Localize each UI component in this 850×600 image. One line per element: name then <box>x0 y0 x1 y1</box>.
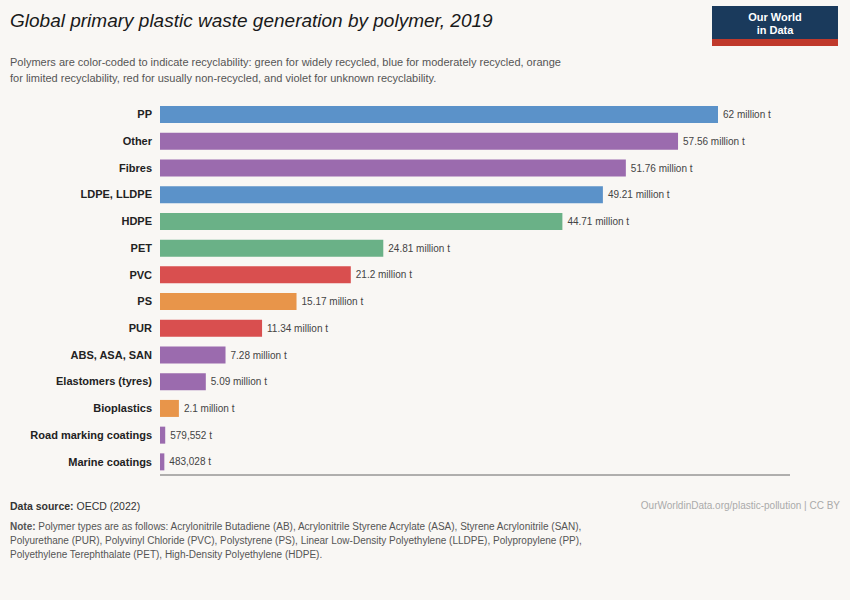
svg-text:44.71 million t: 44.71 million t <box>567 216 629 227</box>
svg-text:24.81 million t: 24.81 million t <box>388 243 450 254</box>
svg-text:HDPE: HDPE <box>121 215 152 227</box>
svg-text:483,028 t: 483,028 t <box>169 456 211 467</box>
svg-text:57.56 million t: 57.56 million t <box>683 136 745 147</box>
svg-text:Road marking coatings: Road marking coatings <box>30 429 152 441</box>
svg-text:Elastomers (tyres): Elastomers (tyres) <box>56 375 152 387</box>
svg-text:51.76 million t: 51.76 million t <box>631 163 693 174</box>
svg-text:ABS, ASA, SAN: ABS, ASA, SAN <box>71 349 153 361</box>
html-text:Note: Polymer types are as fol: Note: Polymer types are as follows: Acry… <box>10 521 582 560</box>
svg-text:21.2 million t: 21.2 million t <box>356 269 412 280</box>
svg-text:Fibres: Fibres <box>119 162 152 174</box>
svg-text:PVC: PVC <box>129 269 152 281</box>
svg-text:Bioplastics: Bioplastics <box>93 402 152 414</box>
svg-text:579,552 t: 579,552 t <box>170 430 212 441</box>
svg-text:PS: PS <box>137 295 152 307</box>
svg-text:LDPE, LLDPE: LDPE, LLDPE <box>80 188 152 200</box>
html-text:Polymers are color-coded to in: Polymers are color-coded to indicate rec… <box>10 56 561 84</box>
svg-text:PP: PP <box>137 108 152 120</box>
svg-text:49.21 million t: 49.21 million t <box>608 189 670 200</box>
svg-text:62 million t: 62 million t <box>723 109 771 120</box>
svg-text:5.09 million t: 5.09 million t <box>211 376 267 387</box>
svg-text:7.28 million t: 7.28 million t <box>231 350 287 361</box>
svg-text:PUR: PUR <box>129 322 152 334</box>
svg-text:Marine coatings: Marine coatings <box>68 456 152 468</box>
svg-text:11.34 million t: 11.34 million t <box>267 323 328 334</box>
html-text:Our World in Data: Our World in Data <box>748 11 802 36</box>
html-text:OurWorldinData.org/plastic-pol: OurWorldinData.org/plastic-pollution | C… <box>640 500 840 511</box>
html-text:Data source: OECD (2022): Data source: OECD (2022) <box>10 500 141 512</box>
svg-text:Other: Other <box>123 135 153 147</box>
html-text:Global primary plastic waste g: Global primary plastic waste generation … <box>10 10 493 31</box>
svg-text:PET: PET <box>131 242 153 254</box>
svg-text:2.1 million t: 2.1 million t <box>184 403 235 414</box>
svg-text:15.17 million t: 15.17 million t <box>302 296 364 307</box>
